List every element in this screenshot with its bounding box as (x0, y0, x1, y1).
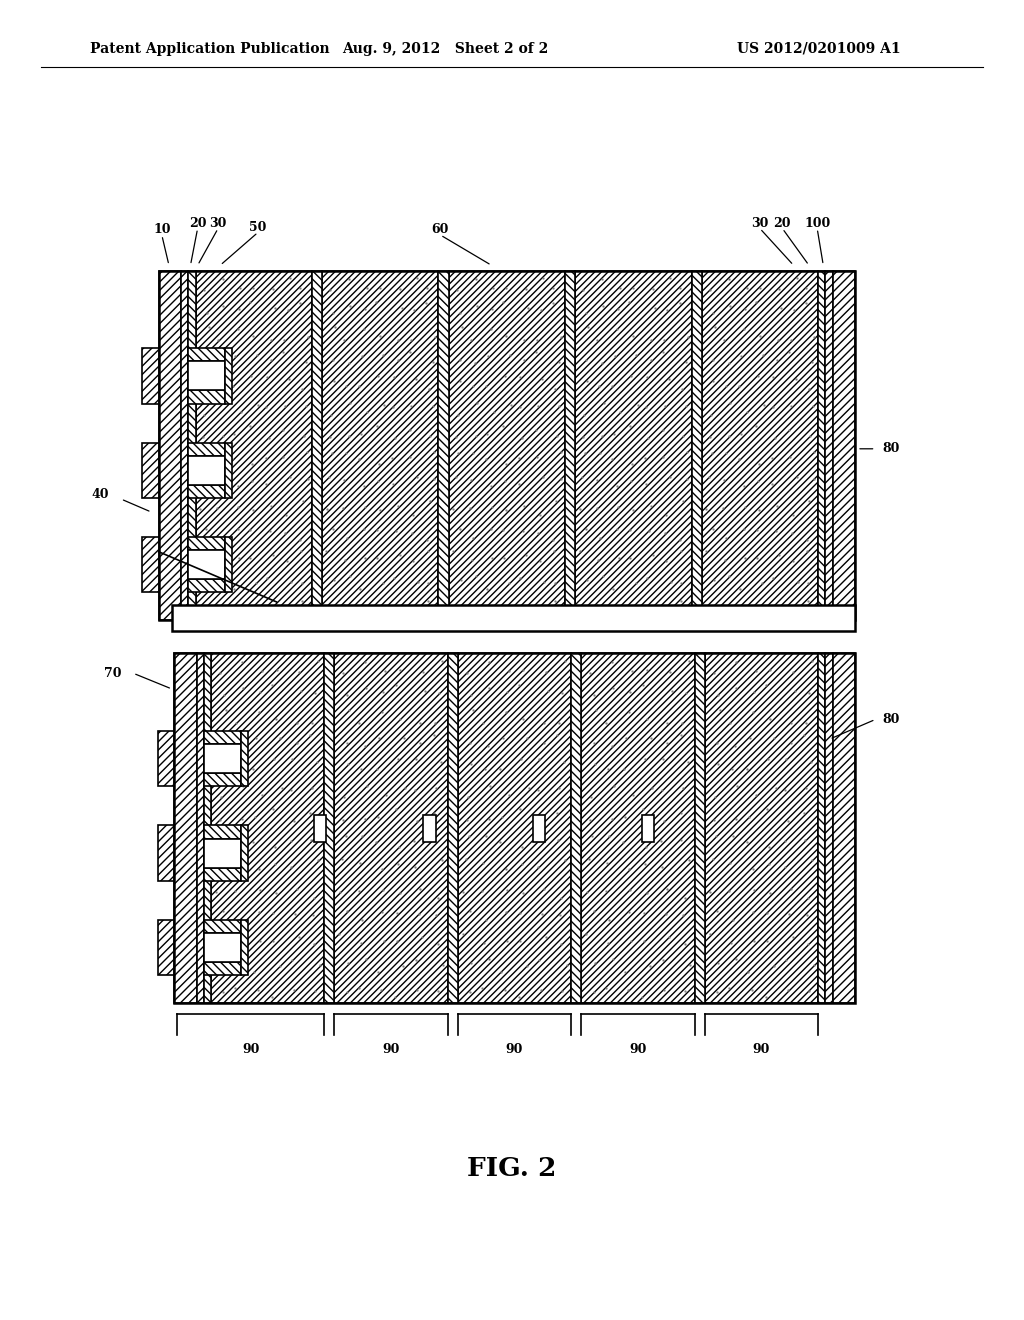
Bar (833, 653, 855, 1003)
Text: 100: 100 (804, 216, 830, 230)
Bar (582, 653, 694, 1003)
Bar (571, 653, 582, 1003)
Bar (188, 362, 225, 391)
Bar (172, 605, 855, 631)
Bar (188, 271, 196, 620)
Bar (642, 814, 654, 842)
Bar (204, 653, 211, 1003)
Bar (158, 920, 174, 975)
Text: 90: 90 (382, 1043, 399, 1056)
Bar (225, 537, 232, 593)
Bar (174, 653, 855, 1003)
Bar (188, 484, 225, 498)
Bar (825, 271, 833, 620)
Text: 60: 60 (432, 223, 449, 236)
Bar (188, 550, 225, 579)
Text: 90: 90 (242, 1043, 259, 1056)
Bar (449, 271, 565, 620)
Bar (188, 579, 225, 593)
Text: 90: 90 (630, 1043, 647, 1056)
Bar (204, 933, 241, 962)
Bar (142, 442, 159, 498)
Text: Patent Application Publication: Patent Application Publication (90, 42, 330, 55)
Text: 20: 20 (773, 216, 792, 230)
Bar (575, 271, 691, 620)
Bar (825, 653, 833, 1003)
Bar (225, 348, 232, 404)
Bar (705, 653, 818, 1003)
Text: Aug. 9, 2012   Sheet 2 of 2: Aug. 9, 2012 Sheet 2 of 2 (342, 42, 549, 55)
Bar (188, 348, 225, 362)
Text: 10: 10 (153, 223, 171, 236)
Bar (438, 271, 449, 620)
Bar (532, 814, 545, 842)
Bar (314, 814, 327, 842)
Bar (204, 867, 241, 880)
Bar (159, 271, 181, 620)
Text: US 2012/0201009 A1: US 2012/0201009 A1 (737, 42, 901, 55)
Bar (335, 653, 447, 1003)
Bar (458, 653, 571, 1003)
Bar (159, 271, 855, 620)
Bar (158, 825, 174, 880)
Text: 30: 30 (752, 216, 768, 230)
Bar (565, 271, 575, 620)
Text: 90: 90 (506, 1043, 523, 1056)
Bar (181, 271, 188, 620)
Bar (174, 653, 855, 1003)
Bar (241, 731, 248, 787)
Bar (312, 271, 323, 620)
Bar (204, 774, 241, 787)
Bar (204, 731, 241, 744)
Text: 80: 80 (883, 713, 899, 726)
Text: 20: 20 (188, 216, 207, 230)
Text: 40: 40 (91, 488, 110, 502)
Bar (323, 271, 438, 620)
Bar (204, 825, 241, 838)
Bar (691, 271, 701, 620)
Bar (196, 271, 312, 620)
Bar (818, 271, 825, 620)
Bar (142, 348, 159, 404)
Bar (159, 271, 855, 620)
Text: 90: 90 (753, 1043, 770, 1056)
Bar (204, 962, 241, 975)
Bar (188, 391, 225, 404)
Bar (204, 920, 241, 933)
Text: 70: 70 (103, 667, 122, 680)
Bar (694, 653, 705, 1003)
Bar (204, 744, 241, 774)
Bar (204, 838, 241, 867)
Bar (701, 271, 818, 620)
Bar (241, 920, 248, 975)
Bar (423, 814, 435, 842)
Bar (197, 653, 204, 1003)
Bar (142, 537, 159, 593)
Text: 80: 80 (883, 442, 899, 455)
Text: 30: 30 (210, 216, 226, 230)
Bar (158, 731, 174, 787)
Bar (833, 271, 855, 620)
Bar (211, 653, 325, 1003)
Bar (188, 455, 225, 484)
Bar (447, 653, 458, 1003)
Text: 50: 50 (250, 220, 266, 234)
Bar (818, 653, 825, 1003)
Bar (325, 653, 335, 1003)
Text: FIG. 2: FIG. 2 (467, 1156, 557, 1180)
Bar (188, 442, 225, 455)
Bar (174, 653, 197, 1003)
Bar (188, 537, 225, 550)
Bar (241, 825, 248, 880)
Bar (225, 442, 232, 498)
